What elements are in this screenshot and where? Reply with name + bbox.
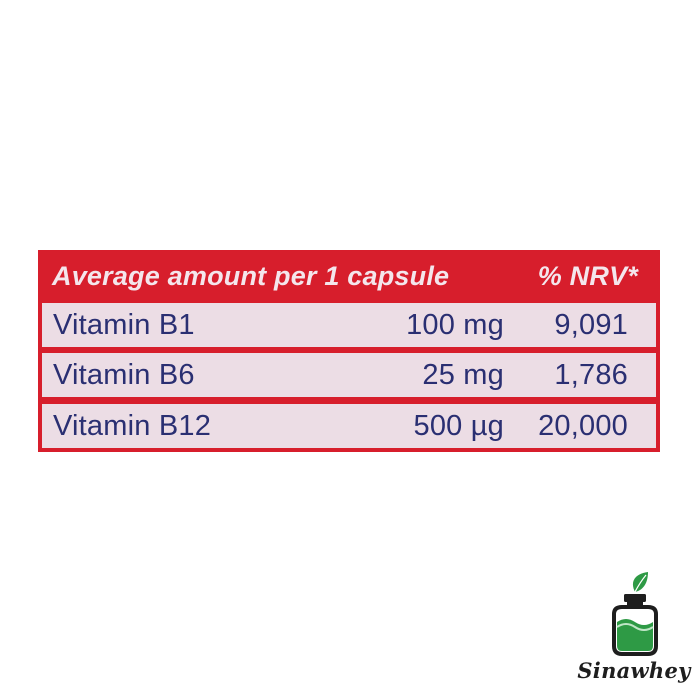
amount-column-header: Average amount per 1 capsule [52, 261, 450, 291]
table-row: Vitamin B6 25 mg 1,786 [42, 353, 656, 397]
nutrition-label: Average amount per 1 capsule % NRV* Vita… [38, 250, 660, 452]
vitamin-nrv: 1,786 [554, 359, 628, 391]
jar-with-leaf-icon [604, 572, 666, 661]
vitamin-name: Vitamin B1 [53, 309, 195, 341]
vitamin-amount: 500 µg [413, 410, 504, 442]
vitamin-amount: 25 mg [422, 359, 504, 391]
brand-name: Sinawhey [577, 658, 691, 683]
table-row: Vitamin B12 500 µg 20,000 [42, 404, 656, 448]
nrv-column-header: % NRV* [537, 261, 638, 291]
vitamin-name: Vitamin B12 [53, 410, 212, 442]
table-row: Vitamin B1 100 mg 9,091 [42, 303, 656, 347]
vitamin-name: Vitamin B6 [53, 359, 195, 391]
vitamin-nrv: 20,000 [538, 410, 628, 442]
vitamin-amount: 100 mg [406, 309, 504, 341]
label-header: Average amount per 1 capsule % NRV* [38, 250, 660, 302]
brand-watermark: Sinawhey [574, 570, 694, 690]
vitamin-nrv: 9,091 [554, 309, 628, 341]
